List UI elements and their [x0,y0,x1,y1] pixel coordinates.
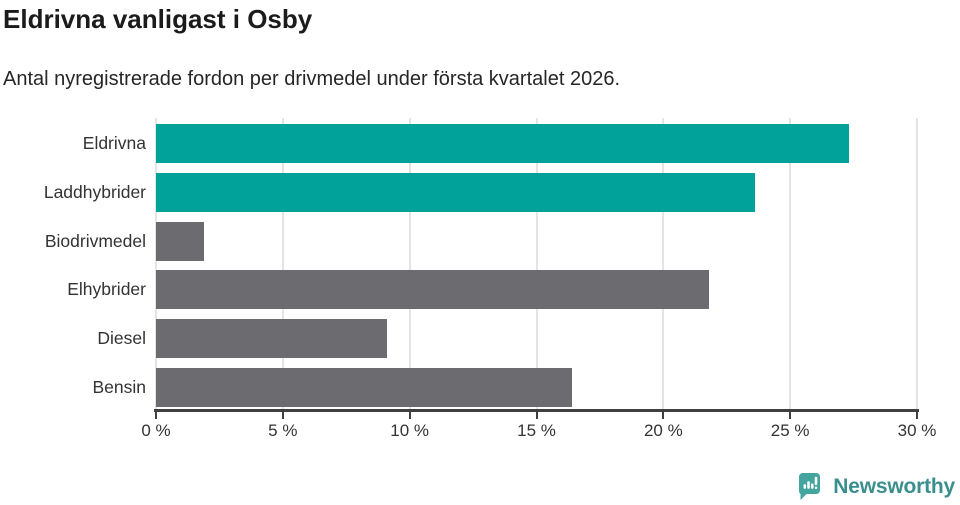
category-label-elhybrider: Elhybrider [67,279,146,299]
category-label-bensin: Bensin [92,377,146,397]
gridline-10 [408,118,411,411]
newsworthy-logo-icon [799,473,821,500]
bar-bensin [156,368,572,407]
x-axis-line [154,409,919,412]
gridline-5 [281,118,284,411]
bar-eldrivna [156,124,849,163]
gridline-0 [155,118,157,411]
gridline-20 [662,118,665,411]
x-tick-30 [916,412,918,419]
x-tick-15 [535,412,538,419]
gridline-25 [789,118,792,411]
bar-diesel [156,319,387,358]
category-label-eldrivna: Eldrivna [82,133,146,153]
bar-chart-plot-area: Eldrivna Laddhybrider Biodrivmedel Elhybrid… [44,118,918,411]
chart-title: Eldrivna vanligast i Osby [3,4,313,34]
x-tick-label-10: 10 % [390,421,430,440]
chart-subtitle: Antal nyregistrerade fordon per drivmede… [3,68,621,90]
x-tick-label-30: 30 % [897,421,937,440]
bar-laddhybrider [156,173,755,212]
bar-elhybrider [156,270,709,309]
brand-footer[interactable]: Newsworthy [799,473,955,500]
x-tick-label-25: 25 % [770,421,810,440]
x-tick-label-20: 20 % [643,421,683,440]
x-tick-0 [155,412,157,419]
bar-biodrivmedel [156,222,205,261]
x-tick-10 [408,412,411,419]
category-label-diesel: Diesel [97,328,146,348]
x-tick-25 [789,412,792,419]
gridline-15 [535,118,538,411]
category-label-biodrivmedel: Biodrivmedel [44,231,146,251]
brand-name: Newsworthy [833,474,955,498]
x-tick-20 [662,412,665,419]
category-label-laddhybrider: Laddhybrider [43,182,146,202]
x-tick-label-15: 15 % [517,421,556,440]
x-tick-label-0: 0 % [141,421,171,440]
gridline-30 [916,118,918,411]
x-tick-5 [281,412,284,419]
x-tick-label-5: 5 % [268,421,298,440]
